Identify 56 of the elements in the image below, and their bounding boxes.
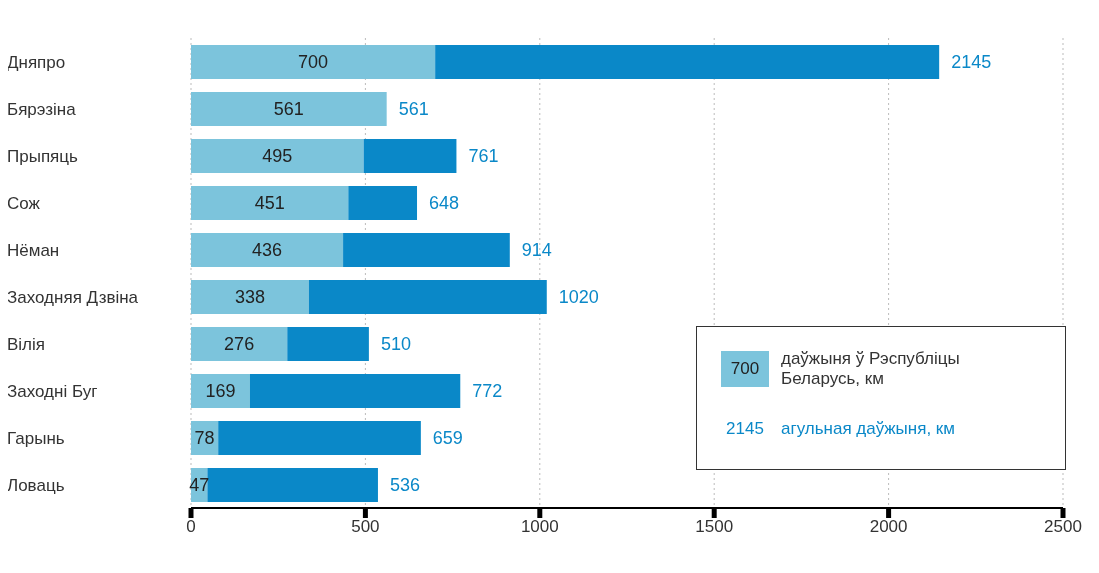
bar <box>191 233 344 267</box>
y-tick-label: Заходняя Дзвіна <box>7 287 139 307</box>
annotation: 700 <box>721 351 769 387</box>
bar <box>191 327 288 361</box>
bar <box>343 233 510 267</box>
y-tick-label: Дняпро <box>7 52 66 72</box>
data-label: 495 <box>262 146 293 167</box>
total-label: 648 <box>429 193 460 214</box>
bar <box>348 186 418 220</box>
x-tick-label: 2000 <box>869 517 908 537</box>
y-tick-label: Ловаць <box>7 475 65 495</box>
data-label: 561 <box>273 99 304 120</box>
bar <box>191 139 364 173</box>
total-label: 659 <box>432 428 463 449</box>
x-tick-label: 500 <box>351 517 380 537</box>
data-label: 700 <box>298 52 329 73</box>
bar <box>191 92 387 126</box>
total-label: 914 <box>521 240 552 261</box>
bar <box>191 186 349 220</box>
total-label: 2145 <box>951 52 992 73</box>
total-label: 510 <box>380 334 411 355</box>
y-tick-label: Прыпяць <box>7 146 79 166</box>
bar <box>308 280 547 314</box>
bar <box>191 280 309 314</box>
total-label: 772 <box>472 381 503 402</box>
y-tick-label: Гарынь <box>7 428 65 448</box>
x-tick-label: 1000 <box>520 517 559 537</box>
data-label: 451 <box>254 193 285 214</box>
y-tick-label: Сож <box>7 193 41 213</box>
y-tick-label: Заходні Буг <box>7 381 98 401</box>
x-tick-label: 0 <box>186 517 196 537</box>
bar <box>363 139 457 173</box>
legend-label: даўжыня ў Рэспубліцы Беларусь, км <box>781 349 961 389</box>
total-label: 561 <box>398 99 429 120</box>
bar <box>218 421 421 455</box>
total-label: 1020 <box>558 287 599 308</box>
y-tick-label: Вілія <box>7 334 46 354</box>
y-tick-label: Бярэзіна <box>7 99 77 119</box>
bar <box>287 327 369 361</box>
data-label: 338 <box>234 287 265 308</box>
data-label: 78 <box>194 428 215 449</box>
y-tick-label: Нёман <box>7 240 60 260</box>
x-tick-label: 1500 <box>695 517 734 537</box>
bar <box>249 374 461 408</box>
total-label: 536 <box>389 475 420 496</box>
bar <box>435 45 940 79</box>
bar <box>191 374 250 408</box>
annotation: 2145 <box>725 418 765 440</box>
data-label: 169 <box>205 381 236 402</box>
x-tick-label: 2500 <box>1044 517 1082 537</box>
total-label: 761 <box>468 146 499 167</box>
data-label: 436 <box>252 240 283 261</box>
data-label: 276 <box>224 334 255 355</box>
bar <box>207 468 378 502</box>
bar <box>191 45 436 79</box>
text: агульная даўжыня, км <box>781 419 955 438</box>
